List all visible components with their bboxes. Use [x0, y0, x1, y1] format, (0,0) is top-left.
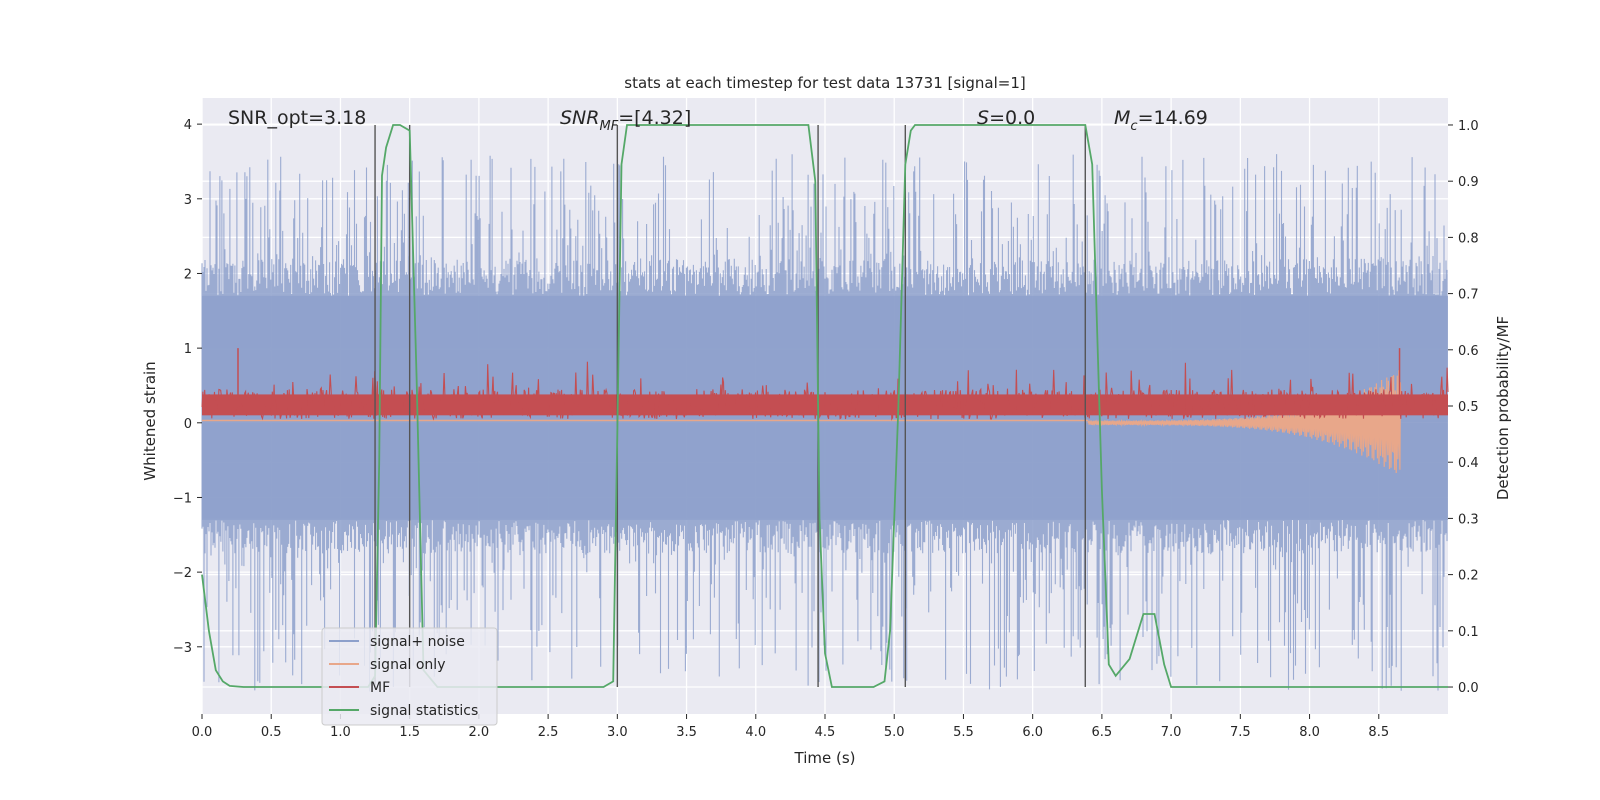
- y-right-tick-label: 0.6: [1458, 344, 1479, 359]
- y-right-tick-label: 0.2: [1458, 569, 1479, 584]
- y-tick-label: −3: [173, 641, 192, 656]
- x-tick-label: 3.5: [676, 725, 697, 740]
- y-axis-label: Whitened strain: [141, 361, 159, 480]
- annotation-snr-mf: SNRMF=[4.32]: [560, 107, 691, 134]
- annotation-s-value: =0.0: [989, 107, 1035, 129]
- x-tick-label: 5.5: [953, 725, 974, 740]
- legend: signal+ noise signal only MF signal stat…: [321, 627, 498, 726]
- legend-label-mf: MF: [370, 680, 390, 696]
- annotation-s: S=0.0: [977, 107, 1035, 129]
- x-tick-label: 6.0: [1022, 725, 1043, 740]
- y-axis-right-label: Detection probability/MF: [1494, 316, 1512, 500]
- y-right-tick-label: 0.0: [1458, 681, 1479, 696]
- x-tick-label: 2.0: [469, 725, 490, 740]
- x-tick-label: 6.5: [1092, 725, 1113, 740]
- legend-box: [321, 627, 498, 726]
- x-tick-label: 7.0: [1161, 725, 1182, 740]
- annotation-mc-main: M: [1114, 107, 1130, 129]
- y-right-tick-label: 1.0: [1458, 119, 1479, 134]
- x-tick-label: 2.5: [538, 725, 559, 740]
- x-tick-label: 5.0: [884, 725, 905, 740]
- y-tick-label: 1: [184, 342, 192, 357]
- annotation-snr-mf-sub: MF: [599, 119, 618, 134]
- annotation-snr-mf-main: SNR: [560, 107, 599, 129]
- x-tick-label: 0.0: [192, 725, 213, 740]
- y-right-tick-label: 0.3: [1458, 512, 1479, 527]
- chart-title: stats at each timestep for test data 137…: [624, 74, 1025, 92]
- axes: 0.0 0.5 1.0 1.5 2.0 2.5 3.0 3.5 4.0 4.5 5.0 5.5 6.0 6…: [173, 118, 1479, 740]
- x-tick-label: 4.5: [815, 725, 836, 740]
- legend-label-signal-statistics: signal statistics: [370, 703, 478, 719]
- x-tick-label: 8.5: [1368, 725, 1389, 740]
- y-tick-label: 0: [184, 417, 192, 432]
- y-tick-label: 2: [184, 267, 192, 282]
- y-tick-label: 4: [184, 118, 192, 133]
- x-tick-label: 3.0: [607, 725, 628, 740]
- annotation-snr-mf-value: =[4.32]: [618, 107, 691, 129]
- legend-label-signal-plus-noise: signal+ noise: [370, 634, 465, 650]
- annotation-mc: Mc=14.69: [1114, 107, 1208, 134]
- y-right-tick-label: 0.8: [1458, 231, 1479, 246]
- y-right-tick-label: 0.9: [1458, 175, 1479, 190]
- x-axis-label: Time (s): [794, 749, 856, 767]
- legend-label-signal-only: signal only: [370, 657, 445, 673]
- y-right-tick-label: 0.5: [1458, 400, 1479, 415]
- y-right-tick-label: 0.4: [1458, 456, 1479, 471]
- x-tick-label: 1.0: [330, 725, 351, 740]
- x-tick-label: 4.0: [745, 725, 766, 740]
- annotation-s-main: S: [977, 107, 989, 129]
- y-tick-label: −1: [173, 491, 192, 506]
- x-tick-label: 1.5: [399, 725, 420, 740]
- x-tick-label: 8.0: [1299, 725, 1320, 740]
- annotation-mc-sub: c: [1130, 119, 1137, 134]
- y-right-tick-label: 0.7: [1458, 288, 1479, 303]
- annotation-snr-opt: SNR_opt=3.18: [228, 107, 366, 129]
- x-tick-label: 7.5: [1230, 725, 1251, 740]
- y-right-tick-label: 0.1: [1458, 625, 1479, 640]
- y-tick-label: 3: [184, 193, 192, 208]
- y-tick-label: −2: [173, 566, 192, 581]
- annotation-mc-value: =14.69: [1138, 107, 1208, 129]
- x-tick-label: 0.5: [261, 725, 282, 740]
